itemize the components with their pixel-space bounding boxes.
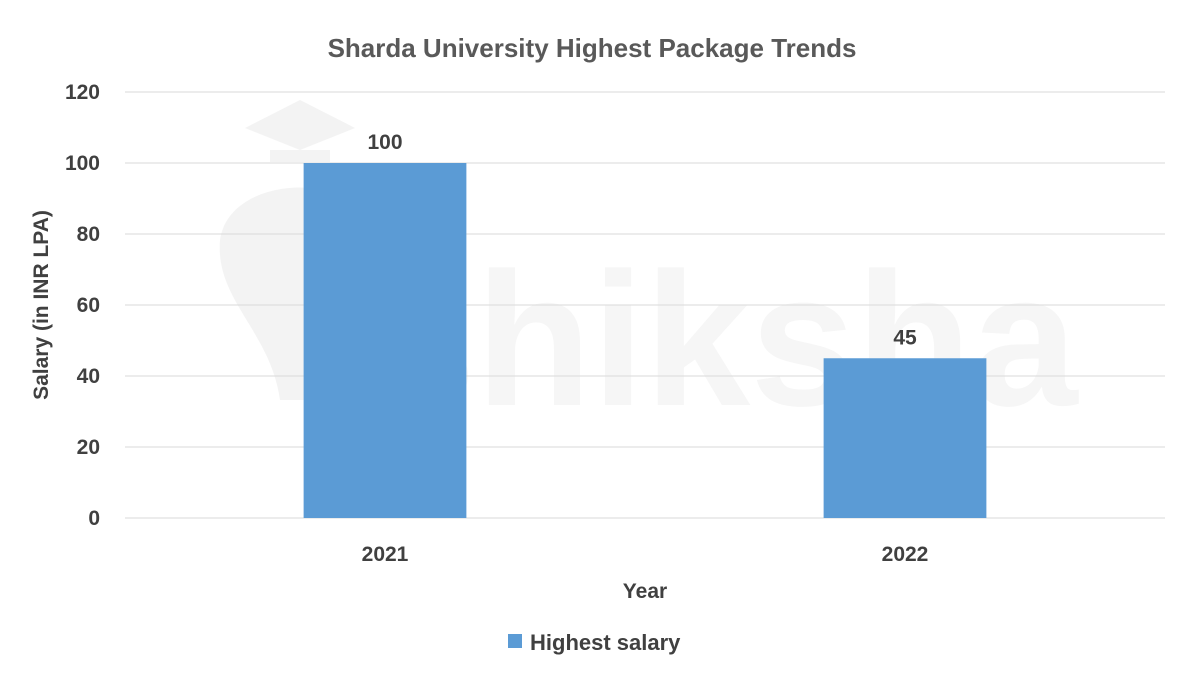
legend-label: Highest salary xyxy=(530,630,681,655)
data-label-2022: 45 xyxy=(893,326,917,349)
mortarboard-icon xyxy=(245,100,355,162)
x-tick-label: 2021 xyxy=(362,543,409,566)
bar-2022 xyxy=(823,358,987,518)
gridlines xyxy=(125,91,1165,519)
data-label-2021: 100 xyxy=(367,131,402,154)
legend-swatch xyxy=(508,634,522,648)
y-tick-label: 20 xyxy=(77,436,100,459)
bars xyxy=(303,163,987,518)
x-axis-ticks: 2021 2022 xyxy=(362,543,929,566)
y-tick-label: 40 xyxy=(77,365,100,388)
y-tick-label: 60 xyxy=(77,294,100,317)
bar-2021 xyxy=(303,163,467,518)
data-labels: 100 45 xyxy=(367,131,917,349)
legend: Highest salary xyxy=(508,630,681,655)
y-tick-label: 80 xyxy=(77,223,100,246)
chart-title: Sharda University Highest Package Trends xyxy=(328,33,857,63)
y-axis-title: Salary (in INR LPA) xyxy=(30,210,53,400)
y-tick-label: 0 xyxy=(88,507,100,530)
y-axis-ticks: 0 20 40 60 80 100 120 xyxy=(65,81,100,530)
x-axis-title: Year xyxy=(623,580,667,603)
x-tick-label: 2022 xyxy=(882,543,929,566)
y-tick-label: 120 xyxy=(65,81,100,104)
y-tick-label: 100 xyxy=(65,152,100,175)
